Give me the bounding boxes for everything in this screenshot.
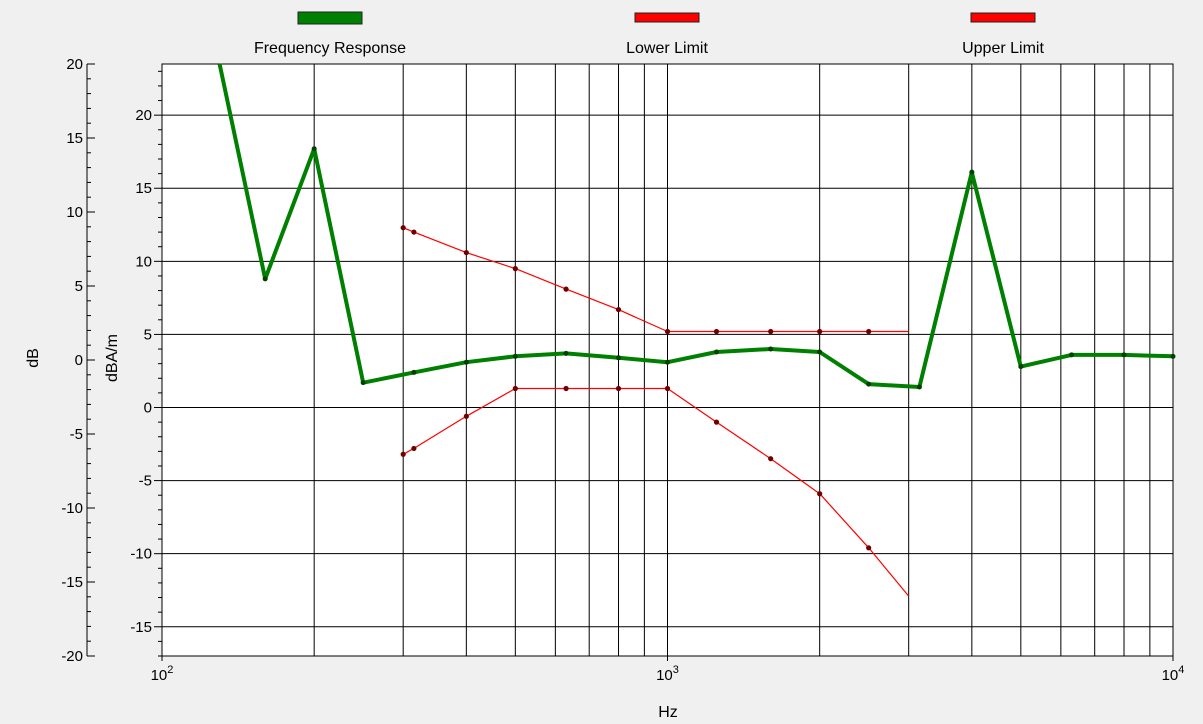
right-tick-label: 0 (144, 400, 152, 417)
data-point-frequency-response (1069, 352, 1075, 358)
right-tick-label: 5 (144, 326, 152, 343)
data-point-lower-limit (411, 445, 417, 452)
right-tick-label: 10 (135, 253, 152, 270)
x-axis: 102 103 104 (151, 656, 1185, 684)
data-point-lower-limit (512, 385, 518, 392)
right-tick-label: -15 (130, 619, 152, 636)
data-point-frequency-response (1170, 353, 1176, 359)
right-axis-title: dBA/m (104, 334, 121, 382)
series-line-lower-limit (402, 387, 910, 597)
data-point-frequency-response (665, 359, 670, 365)
data-point-frequency-response (311, 146, 317, 152)
x-tick-label: 103 (656, 664, 679, 684)
data-point-frequency-response (360, 380, 366, 386)
right-tick-label: 20 (135, 107, 152, 124)
series-line-upper-limit (402, 227, 909, 333)
data-point-lower-limit (817, 491, 823, 497)
data-point-frequency-response (866, 381, 872, 387)
left-tick-label: 20 (66, 56, 83, 73)
right-tick-label: 15 (135, 180, 152, 197)
legend-swatch-frequency-response (297, 11, 363, 25)
series-layer (217, 63, 1176, 597)
data-point-upper-limit (615, 306, 622, 313)
data-point-upper-limit (411, 229, 417, 235)
left-tick-label: 5 (75, 278, 83, 295)
data-point-upper-limit (400, 225, 406, 231)
left-tick-label: 0 (75, 352, 83, 369)
x-tick-label: 104 (1162, 664, 1185, 684)
right-tick-label: -5 (139, 473, 152, 490)
left-tick-label: -10 (61, 500, 83, 517)
data-point-upper-limit (866, 328, 872, 335)
left-tick-label: 15 (66, 130, 83, 147)
right-y-axis: 20 15 10 5 0 -5 -10 -15 (130, 70, 162, 657)
data-point-lower-limit (563, 385, 569, 392)
data-point-frequency-response (616, 355, 622, 361)
data-point-frequency-response (512, 353, 518, 359)
data-point-lower-limit (664, 385, 671, 392)
left-tick-label: -5 (70, 426, 83, 443)
x-axis-title: Hz (658, 704, 678, 721)
data-point-lower-limit (768, 456, 774, 462)
legend-swatch-lower-limit (634, 12, 700, 23)
left-tick-label: 10 (66, 204, 83, 221)
x-gridlines (313, 64, 1151, 656)
legend-item-upper-limit: Upper Limit (962, 12, 1044, 57)
data-point-frequency-response (916, 384, 922, 390)
data-point-upper-limit (817, 328, 823, 335)
data-point-lower-limit (400, 451, 406, 457)
left-tick-label: -20 (61, 648, 83, 665)
data-point-frequency-response (1121, 352, 1127, 358)
left-axis-title: dB (25, 348, 42, 368)
data-point-upper-limit (563, 286, 569, 292)
legend-label-lower-limit: Lower Limit (626, 40, 708, 57)
data-point-frequency-response (1018, 364, 1024, 370)
data-point-upper-limit (713, 328, 720, 335)
legend-label-frequency-response: Frequency Response (254, 40, 406, 57)
data-point-upper-limit (512, 266, 518, 272)
left-y-axis: 20 15 10 5 0 -5 -10 -15 -20 (61, 56, 95, 665)
legend-item-frequency-response: Frequency Response (254, 11, 406, 57)
data-point-upper-limit (463, 249, 469, 256)
data-point-frequency-response (768, 346, 774, 352)
data-point-frequency-response (969, 169, 975, 175)
data-point-frequency-response (713, 349, 719, 355)
data-point-lower-limit (463, 413, 469, 419)
x-tick-label: 102 (151, 664, 174, 684)
data-point-lower-limit (713, 419, 720, 425)
data-point-upper-limit (768, 328, 774, 335)
data-point-upper-limit (664, 328, 671, 335)
legend-label-upper-limit: Upper Limit (962, 40, 1044, 57)
data-point-frequency-response (411, 369, 417, 375)
series-line-frequency-response (217, 63, 1174, 389)
data-point-lower-limit (866, 545, 872, 551)
left-tick-label: -15 (61, 574, 83, 591)
data-point-frequency-response (463, 359, 469, 365)
legend-item-lower-limit: Lower Limit (626, 12, 708, 57)
legend-swatch-upper-limit (970, 12, 1036, 23)
data-point-lower-limit (615, 385, 622, 392)
legend: Frequency Response Lower Limit Upper Lim… (254, 11, 1044, 57)
y-gridlines (162, 114, 1173, 628)
data-point-frequency-response (817, 349, 823, 355)
right-tick-label: -10 (130, 546, 152, 563)
data-point-frequency-response (262, 276, 268, 282)
data-point-frequency-response (563, 350, 569, 356)
